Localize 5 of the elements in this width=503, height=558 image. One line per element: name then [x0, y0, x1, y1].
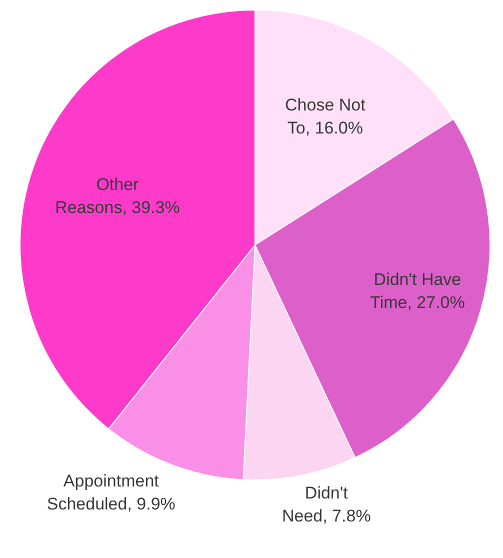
slice-label: Didn't Have Time, 27.0% [370, 270, 465, 313]
slice-label: Didn't Need, 7.8% [282, 484, 371, 526]
slice-label: Appointment Scheduled, 9.9% [46, 472, 176, 514]
slice-label: Other Reasons, 39.3% [55, 175, 180, 218]
slice-label: Chose Not To, 16.0% [285, 96, 366, 138]
